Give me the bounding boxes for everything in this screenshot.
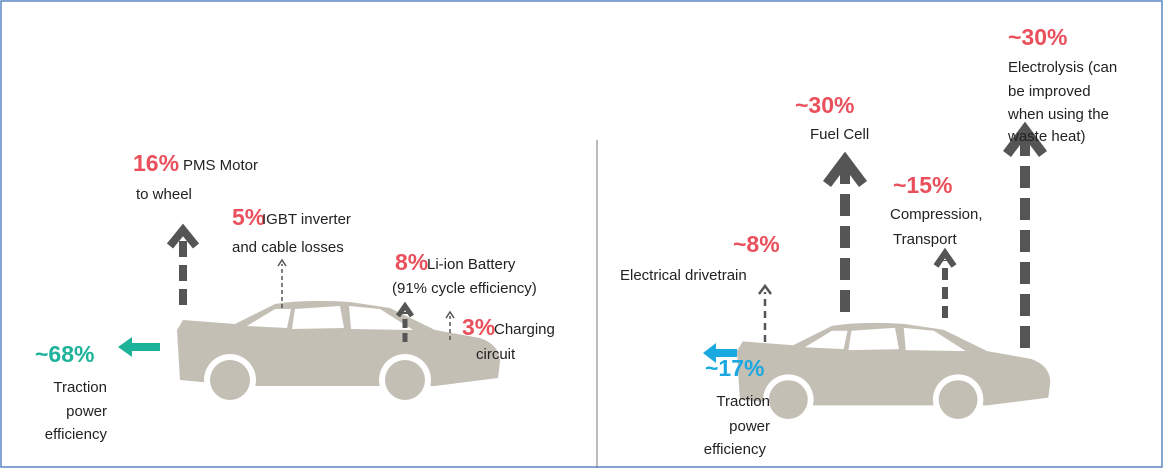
loss-label: (91% cycle efficiency) (392, 280, 537, 297)
efficiency-label: power (729, 418, 770, 435)
loss-label: PMS Motor (183, 157, 258, 174)
arrow (166, 223, 200, 305)
loss-label: to wheel (136, 186, 192, 203)
efficiency-label: Traction (53, 379, 107, 396)
loss-value: ~30% (1008, 24, 1067, 50)
arrow (277, 258, 287, 308)
loss-label: and cable losses (232, 239, 344, 256)
loss-label: Electrolysis (can (1008, 59, 1117, 76)
loss-value: 16% (133, 150, 179, 176)
arrow (395, 301, 415, 342)
loss-label: waste heat) (1007, 128, 1086, 145)
efficiency-label: efficiency (704, 441, 767, 458)
car-left (177, 300, 500, 406)
loss-label: Transport (893, 231, 957, 248)
loss-value: 3% (462, 314, 495, 340)
loss-label: Compression, (890, 206, 983, 223)
efficiency-label: power (66, 403, 107, 420)
efficiency-label: efficiency (45, 426, 108, 443)
arrow (445, 310, 455, 340)
arrow (823, 151, 867, 312)
arrow (1003, 121, 1047, 348)
efficiency-arrow (703, 343, 737, 363)
loss-label: Electrical drivetrain (620, 267, 747, 284)
loss-label: Fuel Cell (810, 126, 869, 143)
loss-label: Li-ion Battery (427, 256, 516, 273)
loss-value: ~30% (795, 92, 854, 118)
car-right (736, 322, 1051, 425)
loss-value: 5% (232, 204, 265, 230)
efficiency-value: ~17% (705, 355, 764, 381)
loss-label: Charging (494, 321, 555, 338)
efficiency-arrow (118, 337, 160, 357)
loss-label: circuit (476, 346, 516, 363)
loss-value: ~8% (733, 231, 780, 257)
efficiency-value: ~68% (35, 341, 94, 367)
arrow (758, 283, 772, 342)
loss-value: ~15% (893, 172, 952, 198)
loss-label: IGBT inverter (262, 211, 351, 228)
loss-value: 8% (395, 249, 428, 275)
efficiency-label: Traction (716, 393, 770, 410)
arrow (933, 247, 957, 318)
loss-label: when using the (1007, 106, 1109, 123)
loss-label: be improved (1008, 83, 1091, 100)
